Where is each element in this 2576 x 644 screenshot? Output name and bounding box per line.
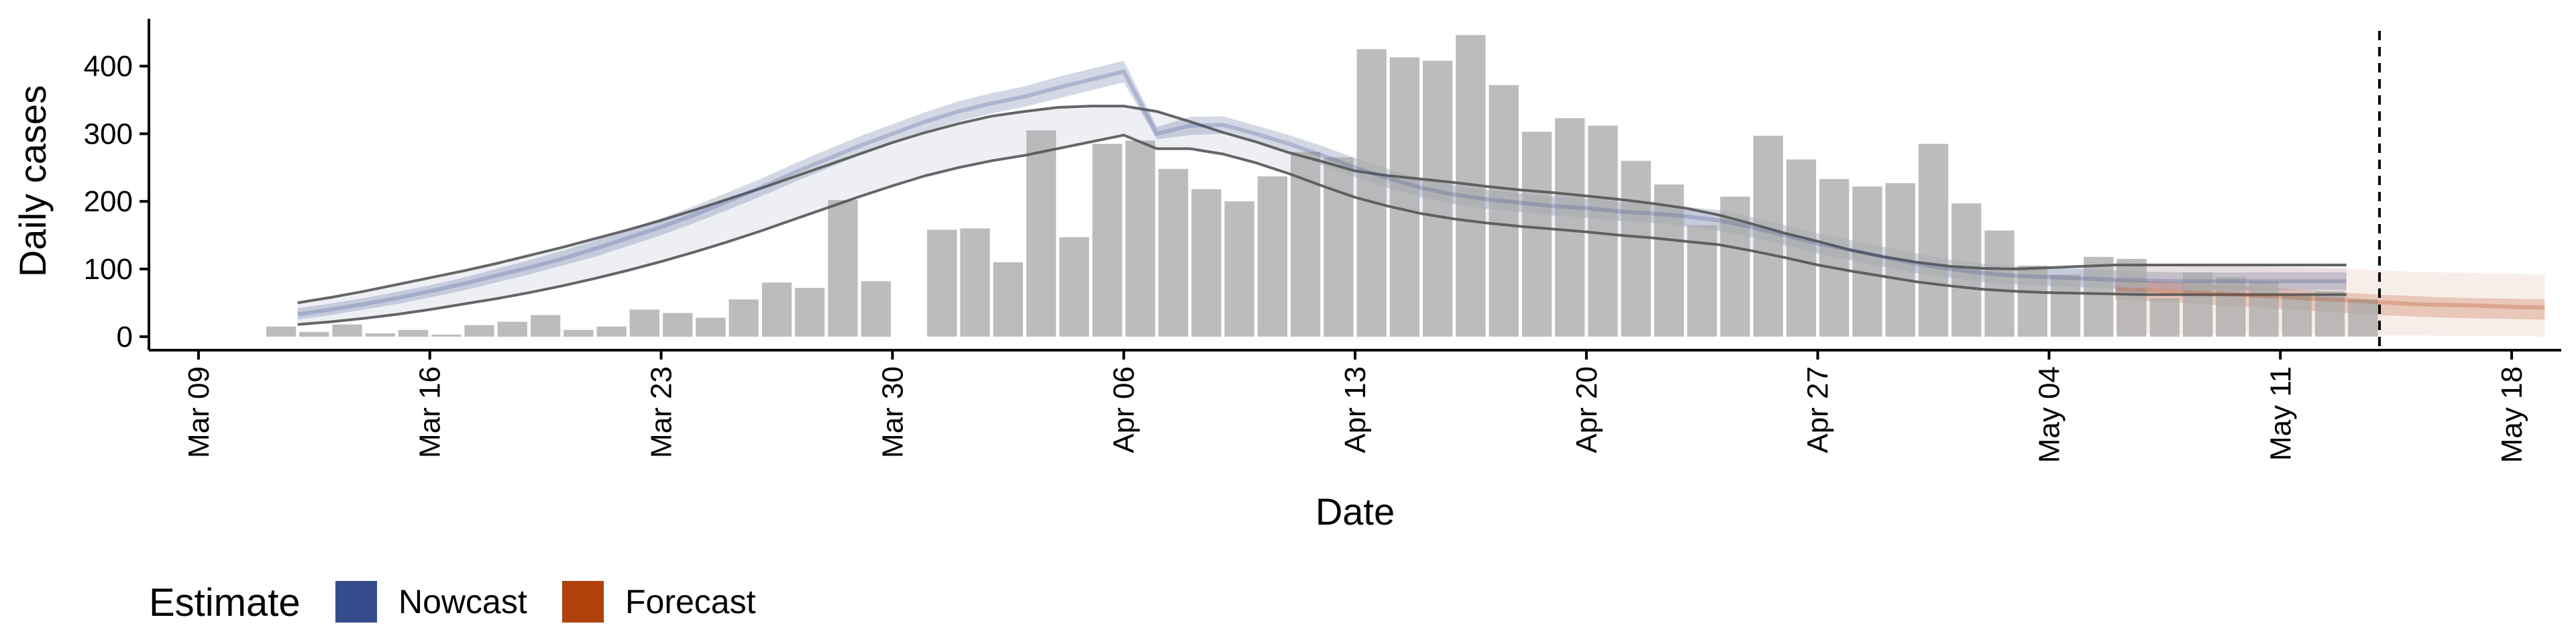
bar-57 xyxy=(2149,298,2180,337)
bar-48 xyxy=(1852,186,1882,337)
bar-10 xyxy=(596,326,627,337)
bar-8 xyxy=(531,315,561,337)
bar-0 xyxy=(266,326,297,337)
x-tick-label-49: Apr 27 xyxy=(1802,366,1835,453)
x-tick-label-7: Mar 16 xyxy=(414,366,447,458)
legend-title: Estimate xyxy=(149,581,301,625)
x-tick-label-21: Mar 30 xyxy=(876,366,909,458)
bar-5 xyxy=(431,334,462,337)
bar-55 xyxy=(2084,256,2114,337)
x-axis-title: Date xyxy=(1316,490,1395,533)
nowcast-outline-lines xyxy=(297,69,2545,326)
bar-54 xyxy=(2050,274,2081,337)
bar-25 xyxy=(1092,144,1122,337)
bar-51 xyxy=(1951,203,1982,337)
bar-4 xyxy=(398,329,429,337)
nowcast-upper-line xyxy=(297,105,2347,305)
bar-9 xyxy=(564,329,594,337)
bar-37 xyxy=(1489,85,1519,337)
bar-62 xyxy=(2315,291,2345,337)
bar-27 xyxy=(1158,168,1189,337)
axes: 0 100 200 300 400 Mar 09 Mar 16 Mar 23 Mar 30 Apr… xyxy=(84,19,2561,463)
bar-11 xyxy=(629,309,659,337)
bar-46 xyxy=(1786,159,1817,337)
x-tick-label-0: Mar 09 xyxy=(182,366,215,458)
bar-47 xyxy=(1819,178,1849,337)
bar-12 xyxy=(663,313,693,337)
bar-1 xyxy=(299,331,329,337)
bar-3 xyxy=(365,333,395,337)
bar-series xyxy=(266,35,2378,337)
x-tick-label-35: Apr 13 xyxy=(1339,366,1372,453)
bar-28 xyxy=(1191,189,1222,337)
y-axis-title: Daily cases xyxy=(11,85,54,277)
legend-swatch-forecast xyxy=(562,581,604,623)
bar-20 xyxy=(927,229,957,337)
bar-50 xyxy=(1918,144,1949,337)
bar-2 xyxy=(332,324,362,337)
bar-34 xyxy=(1389,57,1419,337)
bar-63 xyxy=(2348,299,2378,337)
nowcast-lower-line xyxy=(297,133,2347,326)
bar-52 xyxy=(1984,230,2015,337)
bar-29 xyxy=(1224,201,1254,337)
legend-swatch-nowcast xyxy=(335,581,377,623)
x-tick-label-63: May 11 xyxy=(2264,366,2297,461)
y-tick-label-400: 400 xyxy=(84,50,133,83)
y-tick-label-100: 100 xyxy=(84,253,133,286)
bar-30 xyxy=(1257,176,1287,337)
x-tick-label-28: Apr 06 xyxy=(1108,366,1140,453)
x-tick-label-70: May 18 xyxy=(2496,366,2528,463)
bar-24 xyxy=(1059,237,1089,337)
bar-38 xyxy=(1521,131,1552,337)
bar-61 xyxy=(2282,294,2312,337)
bar-53 xyxy=(2017,266,2047,337)
bar-33 xyxy=(1356,49,1387,337)
bar-58 xyxy=(2183,272,2213,337)
y-tick-label-200: 200 xyxy=(84,185,133,218)
bar-13 xyxy=(696,317,726,337)
y-tick-label-0: 0 xyxy=(117,321,133,354)
bar-39 xyxy=(1555,118,1585,337)
bar-45 xyxy=(1753,136,1783,337)
bar-40 xyxy=(1588,125,1618,337)
bar-7 xyxy=(497,321,527,337)
legend-label-nowcast: Nowcast xyxy=(398,583,527,621)
bar-41 xyxy=(1621,160,1651,337)
nowcast-ribbon-90 xyxy=(297,106,2347,325)
bar-42 xyxy=(1654,184,1684,337)
bar-21 xyxy=(960,228,990,337)
x-tick-label-14: Mar 23 xyxy=(645,366,678,458)
bar-14 xyxy=(729,299,759,337)
legend: Estimate Nowcast Forecast xyxy=(149,581,756,625)
bar-32 xyxy=(1324,157,1354,337)
bar-22 xyxy=(993,262,1023,337)
nowcast-median-line xyxy=(297,69,2347,317)
legend-label-forecast: Forecast xyxy=(625,583,756,621)
forecast-median-line xyxy=(2114,287,2545,310)
bar-35 xyxy=(1423,60,1453,337)
bar-56 xyxy=(2116,258,2147,337)
y-tick-label-300: 300 xyxy=(84,117,133,150)
bar-26 xyxy=(1125,140,1155,337)
x-tick-label-56: May 04 xyxy=(2033,366,2066,463)
bar-16 xyxy=(795,288,825,337)
bar-17 xyxy=(828,200,858,337)
bar-59 xyxy=(2216,277,2246,337)
x-tick-label-42: Apr 20 xyxy=(1570,366,1603,453)
bar-60 xyxy=(2249,281,2279,337)
bar-6 xyxy=(464,325,494,337)
bar-18 xyxy=(861,281,891,337)
bar-15 xyxy=(761,282,792,337)
bar-23 xyxy=(1026,130,1057,337)
